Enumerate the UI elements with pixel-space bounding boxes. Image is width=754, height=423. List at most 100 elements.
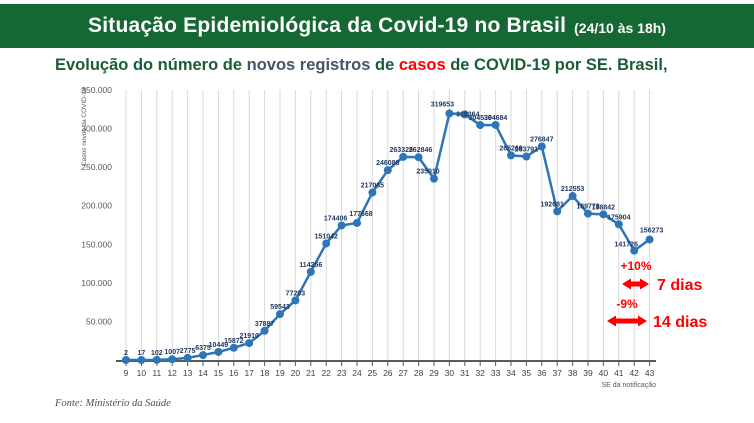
header-bar: Situação Epidemiológica da Covid-19 no B…: [0, 4, 754, 48]
source-note: Fonte: Ministério da Saúde: [55, 398, 171, 409]
chart-title-segment: Evolução do número de: [55, 56, 247, 74]
x-axis-tick-label: 29: [429, 368, 439, 378]
data-point-label: 188842: [592, 204, 615, 211]
x-axis-tick-label: 19: [275, 368, 285, 378]
data-point: [645, 235, 654, 244]
data-point-label: 37887: [255, 321, 275, 328]
y-axis-tick-label: 300.000: [81, 124, 112, 134]
data-point: [383, 166, 392, 175]
x-axis-tick-label: 30: [445, 368, 455, 378]
x-axis-tick-label: 9: [124, 368, 129, 378]
chart-title-segment: novos registros: [246, 56, 375, 74]
data-point: [507, 151, 515, 160]
data-point-label: 212553: [561, 186, 584, 193]
data-point-label: 318364: [456, 111, 479, 118]
y-axis-tick-label: 250.000: [81, 162, 112, 172]
x-axis-tick-label: 23: [337, 368, 347, 378]
data-point-label: 304684: [484, 115, 507, 122]
x-axis-tick-label: 43: [645, 368, 655, 378]
pct-change-7d: +10%: [620, 259, 651, 273]
data-point: [476, 121, 485, 130]
y-axis-tick-label: 200.000: [81, 201, 112, 211]
data-point: [137, 355, 146, 364]
data-point: [630, 246, 639, 255]
data-point: [430, 174, 438, 183]
data-point: [322, 239, 331, 248]
arrow-7-dias-head-right: [640, 278, 649, 290]
data-point: [260, 326, 269, 335]
y-axis-tick-label: 50.000: [86, 316, 112, 326]
data-point-label: 177668: [349, 211, 372, 218]
x-axis-tick-label: 18: [260, 368, 270, 378]
chart-title-segment: de COVID-19 por SE. Brasil,: [450, 56, 668, 74]
data-point-label: 151042: [315, 233, 338, 240]
y-axis-tick-label: 150.000: [81, 239, 112, 249]
data-point-label: 102: [151, 350, 163, 357]
data-point: [491, 120, 500, 129]
data-point: [183, 353, 192, 362]
x-axis-tick-label: 31: [460, 368, 470, 378]
chart-title-segment: de: [375, 56, 399, 74]
data-point: [152, 355, 161, 364]
chart-title-segment: casos: [398, 56, 451, 74]
x-axis-title: SE da notificação: [602, 382, 657, 389]
x-axis-tick-label: 14: [198, 368, 208, 378]
data-point: [291, 296, 300, 305]
x-axis-tick-label: 35: [522, 368, 532, 378]
x-axis-tick-label: 20: [291, 368, 301, 378]
x-axis-tick-label: 21: [306, 368, 316, 378]
data-point-label: 262846: [409, 147, 432, 154]
y-axis-tick-label: 350.000: [81, 85, 112, 95]
data-point-label: 2: [124, 350, 128, 357]
x-axis-tick-label: 38: [568, 368, 578, 378]
x-axis-tick-label: 16: [229, 368, 239, 378]
x-axis-tick-label: 24: [352, 368, 362, 378]
x-axis-tick-label: 28: [414, 368, 424, 378]
data-point: [599, 210, 608, 219]
x-axis-tick-label: 27: [398, 368, 408, 378]
data-point: [614, 220, 623, 229]
data-point-label: 246088: [376, 160, 399, 167]
data-point-label: 1007: [164, 349, 180, 356]
cases-line-chart-svg: 50.000 100.000 150.000 200.000 250.000 300.00…: [81, 85, 707, 389]
data-point-label: 59543: [270, 304, 290, 311]
y-axis-title: Casos novos da COVID-19: [81, 87, 88, 166]
data-point-label: 174406: [324, 215, 347, 222]
data-point-label: 265269: [499, 145, 522, 152]
data-point: [199, 351, 207, 360]
y-axis-tick-label: 100.000: [81, 278, 112, 288]
data-point: [276, 310, 284, 319]
data-point-label: 17: [138, 350, 146, 357]
pct-change-14d: -9%: [616, 297, 638, 311]
data-point: [553, 207, 562, 216]
data-point-label: 217065: [361, 183, 384, 190]
cases-line-chart: 50.000 100.000 150.000 200.000 250.000 300.00…: [0, 84, 754, 396]
x-axis-tick-label: 39: [583, 368, 593, 378]
x-axis-tick-label: 33: [491, 368, 501, 378]
x-axis-tick-label: 42: [629, 368, 639, 378]
data-point: [414, 153, 423, 162]
data-point: [122, 355, 130, 364]
data-point: [537, 142, 546, 151]
x-axis-tick-label: 40: [599, 368, 609, 378]
page-title-time: (24/10 às 18h): [574, 20, 666, 36]
data-point-label: 189773: [576, 204, 599, 211]
data-point-label: 77203: [286, 290, 306, 297]
x-axis-tick-label: 34: [506, 368, 516, 378]
data-point-label: 263791: [515, 147, 538, 154]
data-point-label: 276847: [530, 136, 553, 143]
x-axis-tick-label: 13: [183, 368, 193, 378]
x-axis-tick-label: 10: [137, 368, 147, 378]
arrow-14-dias-head-right: [638, 315, 647, 327]
data-point: [399, 152, 408, 161]
x-axis-tick-label: 26: [383, 368, 393, 378]
x-axis-tick-label: 17: [244, 368, 254, 378]
x-axis-tick-label: 41: [614, 368, 624, 378]
data-point-label: 319653: [431, 101, 454, 108]
data-point: [368, 188, 377, 197]
data-point: [568, 192, 577, 201]
data-point-label: 175904: [607, 214, 630, 221]
data-point-label: 156273: [640, 227, 663, 234]
data-point: [168, 355, 177, 364]
